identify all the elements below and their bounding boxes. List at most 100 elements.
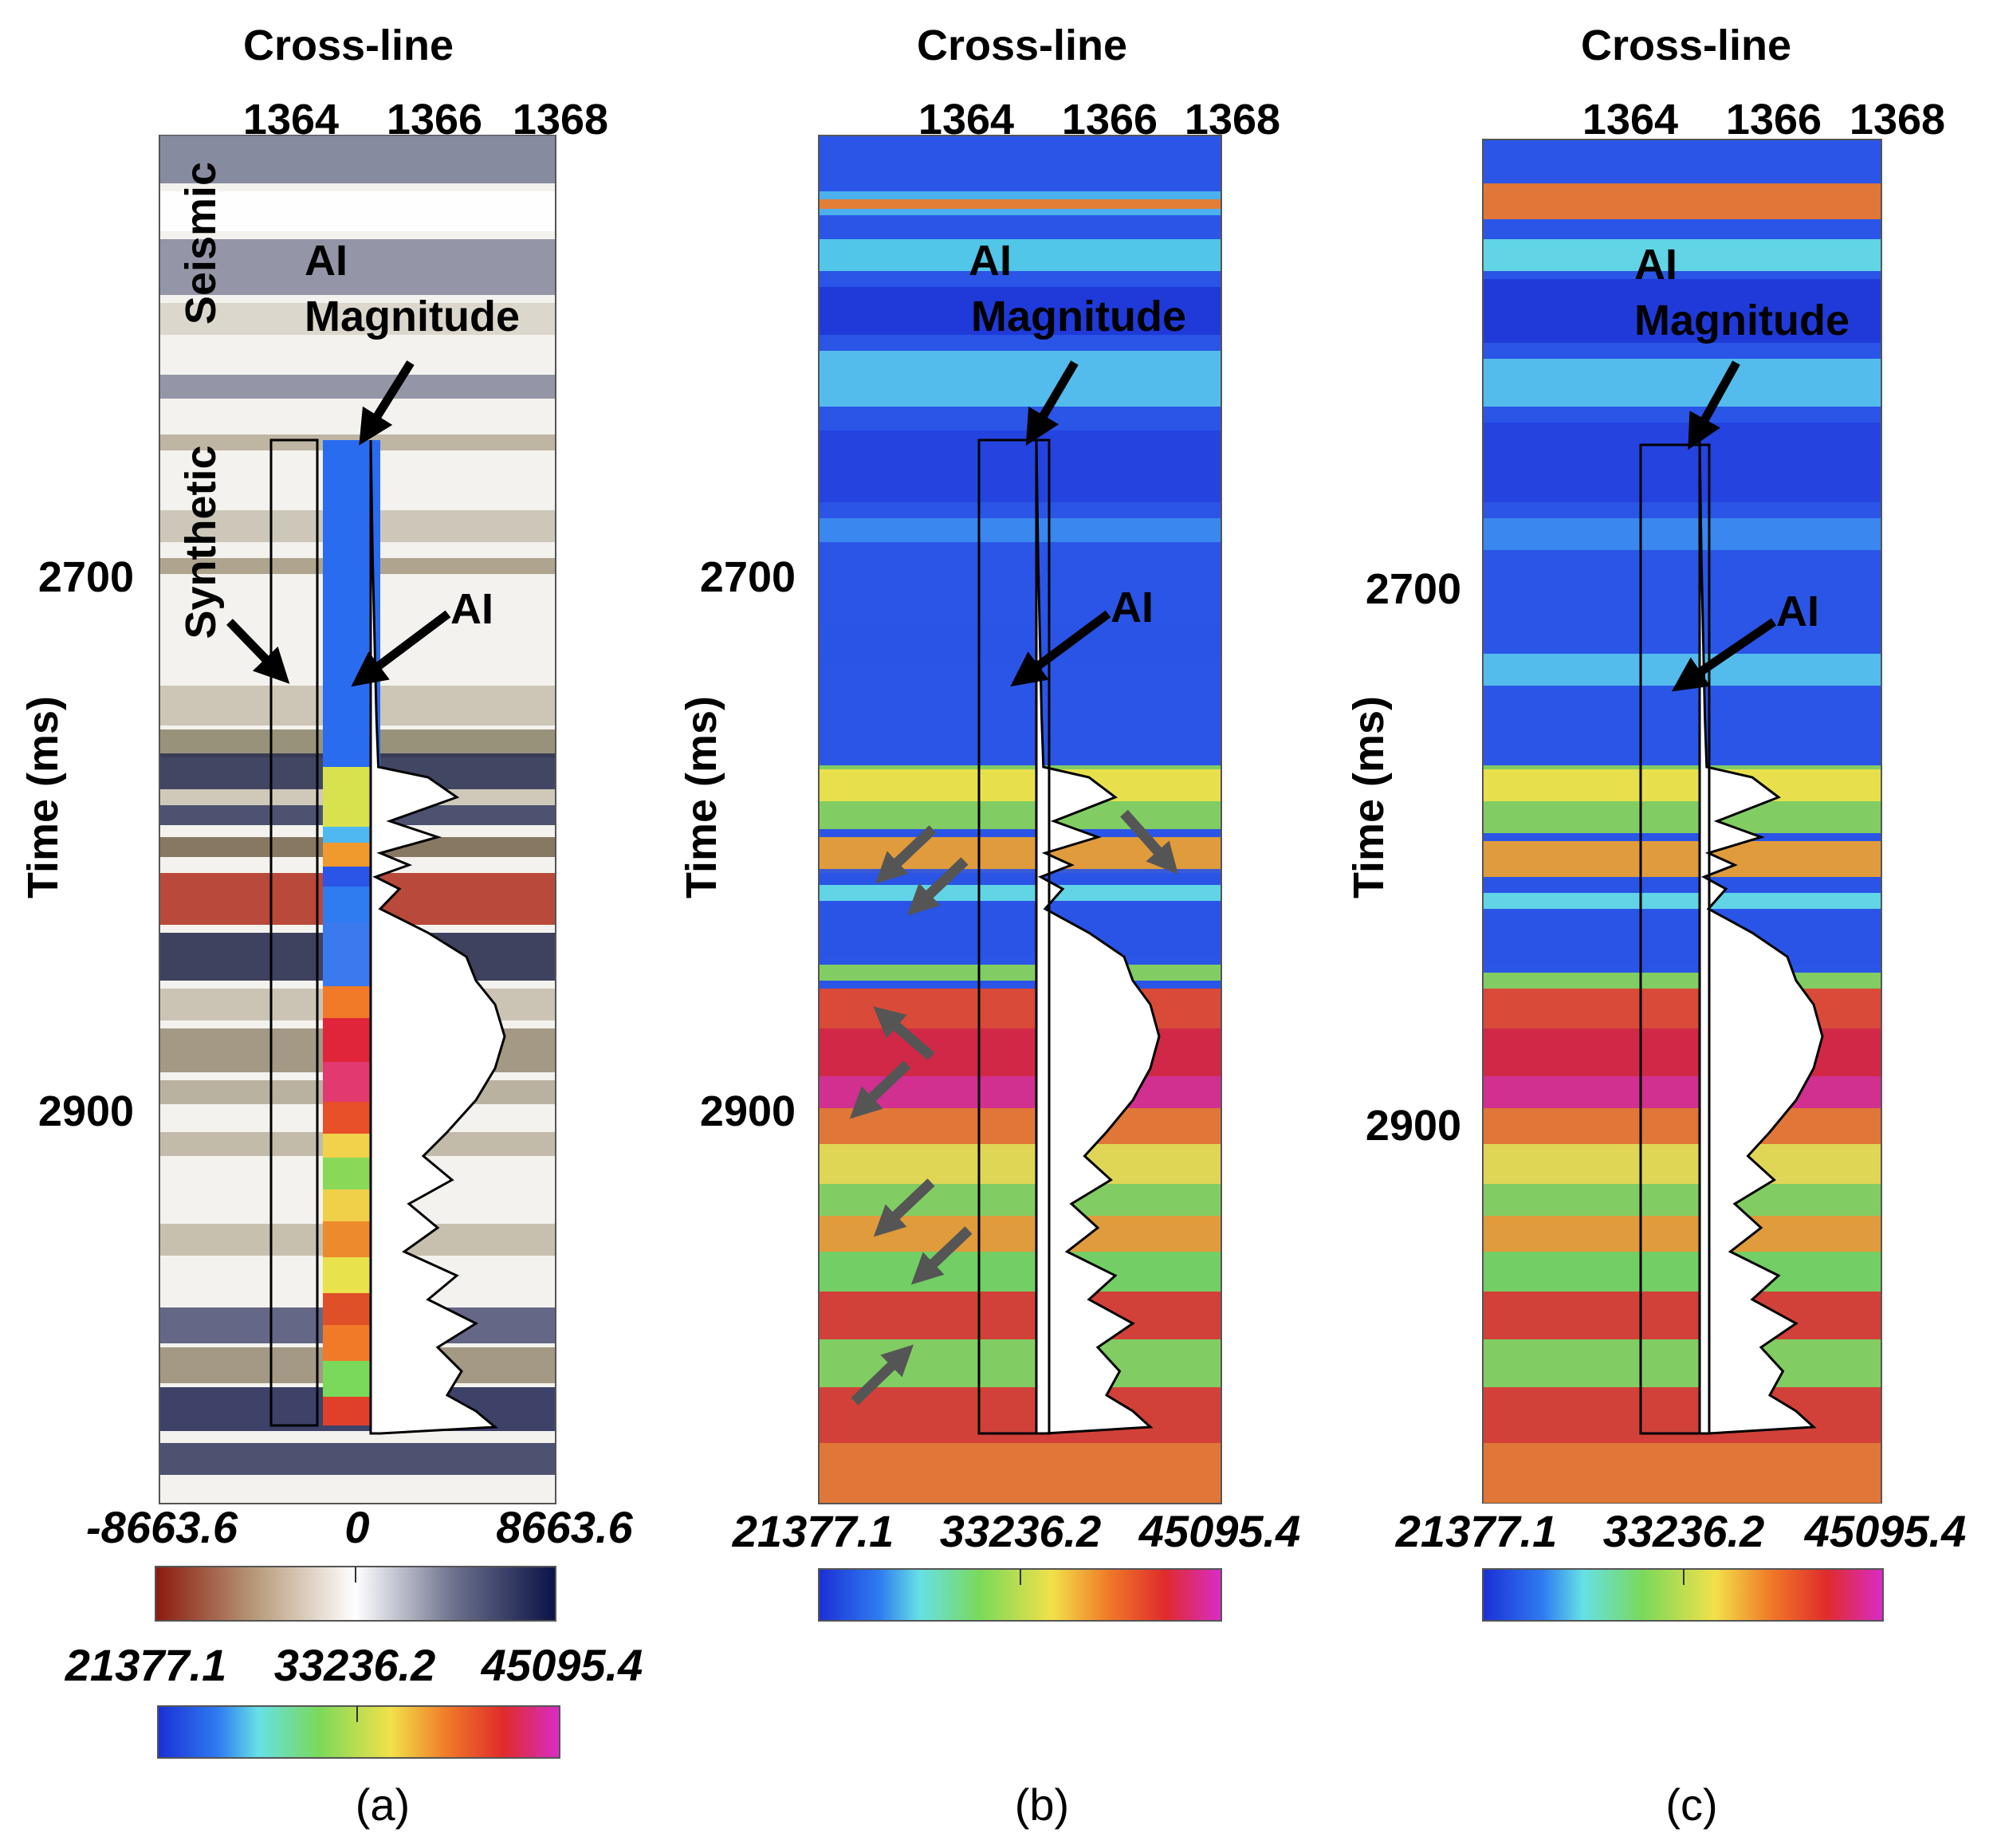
arrow-icon bbox=[1025, 360, 1079, 446]
ai-band bbox=[820, 1252, 1221, 1292]
arrow-icon bbox=[1120, 809, 1178, 875]
ai-band bbox=[1484, 877, 1881, 893]
ai-band bbox=[1484, 973, 1881, 989]
time-tick-2700: 2700 bbox=[1366, 565, 1461, 613]
ai-band bbox=[820, 239, 1221, 271]
ai-colorbar-max: 45095.4 bbox=[481, 1640, 643, 1690]
ai-band bbox=[820, 287, 1221, 335]
caption-b: (b) bbox=[1015, 1779, 1069, 1830]
ai-section-bands bbox=[1484, 183, 1881, 1503]
ai-band bbox=[1484, 1076, 1881, 1108]
cross-line-tick-1364: 1364 bbox=[1582, 96, 1678, 144]
arrow-icon bbox=[1688, 360, 1740, 450]
ai-label: AI bbox=[450, 585, 493, 633]
ai-magnitude-label-line2: Magnitude bbox=[305, 293, 520, 340]
ai-magnitude-label-line2: Magnitude bbox=[1634, 297, 1850, 344]
ai-band bbox=[1484, 183, 1881, 219]
arrow-icon bbox=[351, 610, 451, 687]
ai-colorbar-mid: 33236.2 bbox=[274, 1640, 435, 1690]
ai-colorbar-mid: 33236.2 bbox=[940, 1506, 1101, 1556]
well-column-frame bbox=[977, 438, 1051, 1435]
time-label: Time (ms) bbox=[19, 696, 67, 898]
caption-a: (a) bbox=[356, 1779, 410, 1830]
arrow-icon bbox=[226, 619, 290, 684]
seismic-band bbox=[160, 375, 555, 399]
ai-label: AI bbox=[1111, 584, 1154, 631]
ai-magnitude-label-line2: Magnitude bbox=[971, 293, 1186, 340]
seismic-band bbox=[160, 239, 555, 295]
ai-band bbox=[1484, 1339, 1881, 1387]
ai-trace bbox=[369, 439, 506, 1435]
ai-band bbox=[820, 1144, 1221, 1184]
ai-band bbox=[820, 1108, 1221, 1144]
arrow-icon bbox=[849, 1060, 911, 1119]
ai-band bbox=[1484, 423, 1881, 502]
ai-band bbox=[1484, 841, 1881, 877]
ai-label: AI bbox=[1776, 588, 1819, 635]
ai-colorbar-min: 21377.1 bbox=[1395, 1506, 1557, 1556]
ai-band bbox=[1484, 1443, 1881, 1503]
ai-band bbox=[820, 769, 1221, 801]
arrow-icon bbox=[359, 360, 415, 446]
ai-band bbox=[1484, 518, 1881, 550]
ai-trace bbox=[1035, 439, 1161, 1435]
ai-colorbar-min: 21377.1 bbox=[65, 1640, 226, 1690]
arrow-icon bbox=[1010, 610, 1111, 687]
panel-b: Cross-line 1364 1366 1368 Time (ms) 2700… bbox=[678, 22, 1300, 1830]
time-tick-2900: 2900 bbox=[38, 1087, 134, 1135]
arrow-icon bbox=[873, 1178, 935, 1237]
ai-band bbox=[1484, 1108, 1881, 1144]
arrow-icon bbox=[906, 857, 969, 916]
seismic-band bbox=[160, 191, 555, 231]
ai-band bbox=[820, 965, 1221, 981]
ai-band bbox=[1484, 893, 1881, 909]
time-label: Time (ms) bbox=[678, 696, 725, 898]
ai-colorbar-max: 45095.4 bbox=[1804, 1506, 1966, 1556]
time-tick-2700: 2700 bbox=[38, 553, 134, 601]
ai-band bbox=[820, 869, 1221, 885]
ai-band bbox=[1484, 279, 1881, 343]
time-tick-2900: 2900 bbox=[1366, 1102, 1461, 1150]
cross-line-title: Cross-line bbox=[917, 22, 1127, 69]
ai-band bbox=[820, 431, 1221, 502]
ai-colorbar-max: 45095.4 bbox=[1138, 1506, 1300, 1556]
ai-band bbox=[1484, 909, 1881, 965]
ai-band bbox=[1484, 239, 1881, 271]
cross-line-title: Cross-line bbox=[1581, 22, 1791, 69]
seismic-colorbar-min: -8663.6 bbox=[86, 1502, 238, 1552]
arrow-icon bbox=[910, 1226, 973, 1285]
seismic-band bbox=[160, 136, 555, 183]
ai-segment bbox=[323, 827, 380, 843]
arrow-icon bbox=[1671, 618, 1777, 692]
ai-band bbox=[1484, 1184, 1881, 1216]
ai-band bbox=[820, 1443, 1221, 1503]
seismic-colorbar-mid: 0 bbox=[344, 1502, 369, 1552]
ai-band bbox=[820, 351, 1221, 407]
time-tick-2900: 2900 bbox=[700, 1087, 796, 1135]
ai-band bbox=[1484, 1216, 1881, 1252]
ai-trace bbox=[1698, 439, 1824, 1435]
ai-band bbox=[1484, 359, 1881, 407]
ai-band bbox=[1484, 989, 1881, 1028]
seismic-colorbar-max: 8663.6 bbox=[496, 1502, 633, 1552]
ai-colorbar bbox=[157, 1705, 560, 1759]
panel-a: Cross-line 1364 1366 1368 Time (ms) 2700… bbox=[19, 22, 643, 1830]
ai-magnitude-label-line1: AI bbox=[969, 237, 1012, 285]
panel-c: Cross-line 1364 1366 1368 Time (ms) 2700… bbox=[1345, 22, 1966, 1830]
ai-band bbox=[1484, 1252, 1881, 1292]
ai-band bbox=[820, 199, 1221, 209]
ai-band bbox=[1484, 654, 1881, 686]
ai-band bbox=[1484, 1144, 1881, 1184]
ai-band bbox=[820, 885, 1221, 901]
seismic-band bbox=[160, 303, 555, 335]
ai-band bbox=[820, 1184, 1221, 1216]
ai-band bbox=[820, 622, 1221, 662]
ai-magnitude-label-line1: AI bbox=[305, 237, 348, 285]
time-tick-2700: 2700 bbox=[700, 553, 796, 601]
synthetic-label: Synthetic bbox=[177, 445, 225, 639]
ai-band bbox=[820, 1216, 1221, 1252]
ai-band bbox=[1484, 1292, 1881, 1339]
arrow-icon bbox=[851, 1344, 914, 1406]
caption-c: (c) bbox=[1665, 1779, 1717, 1830]
